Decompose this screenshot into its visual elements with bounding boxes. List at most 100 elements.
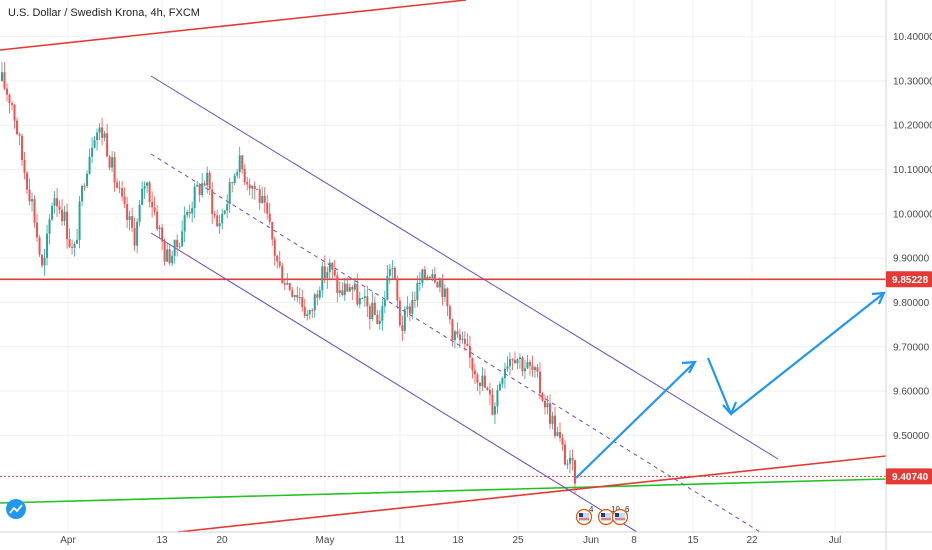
candle (256, 188, 259, 191)
candle (111, 151, 114, 172)
candle (23, 152, 26, 180)
projection-arrow-up-2[interactable] (730, 291, 886, 415)
candle (41, 253, 44, 268)
y-tick-label: 10.10000 (893, 165, 932, 176)
candle (368, 303, 371, 330)
candle (538, 362, 541, 400)
candle (61, 199, 64, 226)
candle (506, 356, 509, 373)
event-flag-icon[interactable]: 6 (611, 505, 631, 526)
candle (281, 263, 284, 284)
candle (463, 331, 466, 352)
candle (518, 353, 521, 369)
candle (198, 184, 201, 203)
candle (183, 206, 186, 243)
candle (563, 440, 566, 466)
candle (348, 283, 351, 292)
candle (333, 259, 336, 278)
svg-text:4: 4 (589, 505, 594, 514)
candle (448, 304, 451, 325)
candle (261, 186, 264, 205)
candle (313, 292, 316, 318)
channel-lower-line[interactable] (150, 232, 638, 533)
candle (303, 298, 306, 319)
candle (8, 93, 11, 114)
candle (36, 213, 39, 242)
candle (446, 287, 449, 316)
candle (163, 238, 166, 266)
y-tick-label: 9.50000 (893, 431, 930, 442)
candle (178, 242, 181, 250)
candle (574, 459, 576, 495)
candle (528, 359, 531, 376)
candle (316, 289, 319, 306)
svg-text:9.40740: 9.40740 (892, 472, 929, 483)
tradingview-cloud-icon[interactable] (6, 499, 26, 519)
candle (553, 406, 556, 439)
candle (201, 173, 204, 198)
candle (68, 228, 71, 249)
candle (388, 264, 391, 284)
price-tag: 9.40740 (886, 468, 932, 485)
candle (63, 205, 66, 226)
candle (511, 358, 514, 371)
x-tick-label: 13 (156, 535, 168, 546)
candle (561, 433, 564, 451)
candle (493, 402, 496, 425)
candle (468, 335, 471, 369)
event-flag-icon[interactable]: 10 (597, 505, 621, 526)
x-tick-label: 20 (216, 535, 228, 546)
candle (273, 236, 276, 266)
candle (108, 155, 111, 171)
candle (403, 306, 406, 334)
candle (266, 194, 269, 220)
candle (521, 355, 524, 377)
candle (338, 281, 341, 297)
drawings[interactable] (0, 0, 887, 533)
candle (341, 282, 344, 297)
chart-title: U.S. Dollar / Swedish Krona, 4h, FXCM (8, 7, 200, 19)
y-tick-label: 10.30000 (893, 76, 932, 87)
candle (298, 287, 301, 305)
candle (498, 381, 501, 391)
candle (496, 384, 499, 415)
event-markers[interactable]: 4 10 6 (575, 505, 631, 526)
upper-red-trendline[interactable] (0, 0, 467, 51)
candle (191, 201, 194, 223)
candle (453, 329, 456, 349)
candle (176, 234, 179, 257)
candle (148, 180, 151, 208)
candle (206, 166, 209, 194)
candle (336, 271, 339, 303)
lower-red-trendline[interactable] (177, 455, 887, 533)
candle (83, 183, 86, 191)
candle (546, 395, 549, 415)
candle (81, 184, 84, 207)
candle (393, 265, 396, 280)
candle (481, 367, 484, 391)
candle (433, 267, 436, 284)
y-tick-label: 10.40000 (893, 32, 932, 43)
candle (251, 185, 254, 200)
projection-arrow-up-1[interactable] (575, 360, 697, 479)
candle (1, 62, 3, 82)
candle (216, 209, 219, 227)
candle (268, 202, 271, 225)
candle (146, 181, 149, 193)
green-trendline[interactable] (0, 478, 887, 504)
candle (551, 411, 554, 430)
candle (513, 351, 516, 364)
svg-text:6: 6 (625, 505, 630, 514)
candle (126, 196, 129, 229)
candle (296, 286, 299, 303)
candle (246, 176, 249, 191)
candle (351, 284, 354, 301)
candle (86, 170, 89, 189)
event-flag-icon[interactable]: 4 (575, 505, 595, 526)
candle (526, 355, 529, 370)
channel-upper-line[interactable] (150, 75, 779, 460)
x-tick-label: Jul (829, 535, 842, 546)
candle (53, 191, 56, 214)
